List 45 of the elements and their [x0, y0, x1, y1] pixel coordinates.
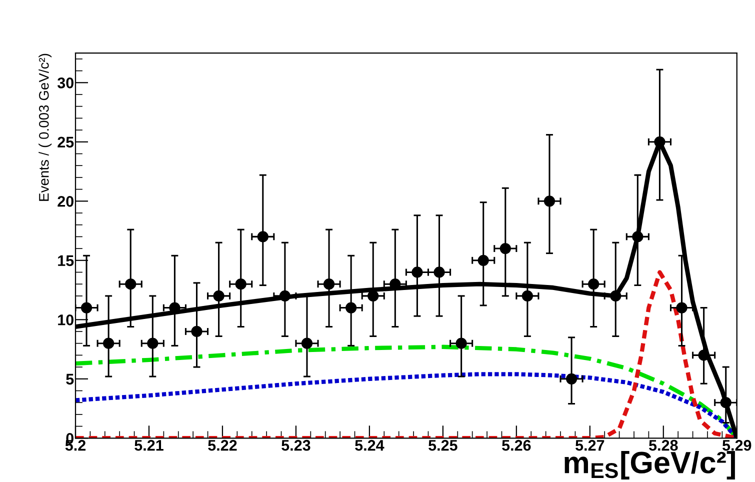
point: [588, 278, 600, 290]
point: [478, 254, 489, 266]
x-tick-label: 5.28: [649, 440, 678, 451]
x-tick-label: 5.23: [282, 440, 310, 451]
y-tick-label: 5: [66, 374, 74, 385]
point: [279, 290, 290, 302]
x-tick-label: 5.25: [428, 440, 458, 451]
point: [191, 326, 202, 338]
point: [257, 231, 268, 242]
point: [522, 290, 533, 302]
point: [434, 266, 445, 278]
x-tick-label: 5.26: [502, 440, 531, 451]
x-tick-label: 5.21: [134, 440, 164, 451]
point: [125, 278, 136, 290]
point: [213, 290, 224, 302]
point: [698, 350, 710, 361]
point: [632, 231, 644, 242]
point: [147, 338, 158, 349]
y-axis-title: Events / ( 0.003 GeV/c²): [38, 54, 52, 201]
x-tick-label: 5.29: [722, 440, 752, 451]
point: [80, 302, 92, 314]
point: [368, 290, 379, 302]
x-axis-title: m$_{ES}$[GeV/c²]: [564, 450, 735, 480]
y-tick-label: 25: [58, 136, 74, 148]
y-tick-label: 20: [58, 196, 74, 207]
point: [103, 338, 114, 349]
point: [720, 397, 732, 408]
x-tick-label: 5.22: [208, 440, 237, 451]
point: [500, 242, 511, 254]
y-tick-label: 30: [57, 78, 74, 88]
point: [235, 278, 246, 290]
point: [544, 196, 556, 207]
y-tick-label: 15: [58, 255, 74, 266]
x-tick-label: 5.24: [355, 440, 384, 451]
point: [456, 338, 467, 349]
point: [346, 302, 357, 314]
x-tick-label: 5.27: [576, 440, 604, 451]
y-tick-label: 10: [58, 314, 74, 326]
point: [610, 290, 622, 302]
point: [412, 266, 423, 278]
point: [323, 278, 335, 290]
point: [676, 302, 688, 314]
point: [301, 338, 313, 349]
point: [654, 136, 666, 148]
point: [566, 373, 578, 384]
